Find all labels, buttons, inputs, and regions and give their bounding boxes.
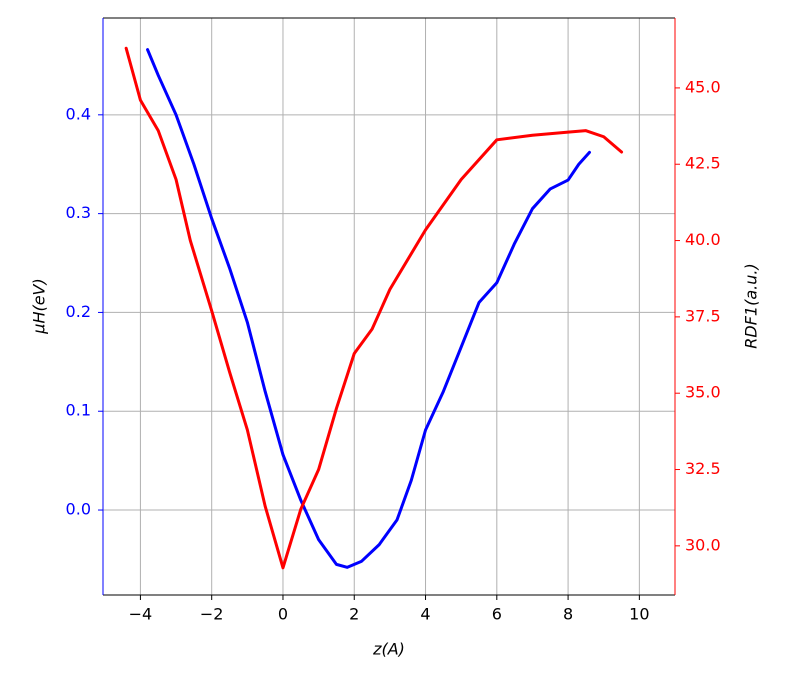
line-series	[124, 46, 624, 570]
y2-tick-label: 37.5	[685, 306, 721, 325]
y2-tick-label: 45.0	[685, 77, 721, 96]
x-axis-label: z(A)	[372, 640, 405, 659]
line-series	[146, 48, 591, 569]
x-tick-label: 8	[563, 605, 573, 624]
x-tick-label: 6	[492, 605, 502, 624]
y2-tick-label: 30.0	[685, 535, 721, 554]
x-tick-label: 2	[349, 605, 359, 624]
x-tick-label: 10	[629, 605, 649, 624]
x-tick-label: −2	[200, 605, 224, 624]
y-tick-label: 0.2	[66, 302, 91, 321]
y2-tick-label: 40.0	[685, 230, 721, 249]
x-tick-label: 4	[420, 605, 430, 624]
y-axis-label: μH(eV)	[30, 278, 49, 334]
y-tick-label: 0.1	[66, 401, 91, 420]
y2-tick-label: 32.5	[685, 459, 721, 478]
y-tick-label: 0.0	[66, 500, 91, 519]
x-tick-label: 0	[278, 605, 288, 624]
y2-axis-label: RDF1(a.u.)	[742, 263, 761, 348]
y-tick-label: 0.3	[66, 203, 91, 222]
x-tick-label: −4	[129, 605, 153, 624]
y2-tick-label: 35.0	[685, 383, 721, 402]
y2-tick-label: 42.5	[685, 154, 721, 173]
y-tick-label: 0.4	[66, 104, 91, 123]
